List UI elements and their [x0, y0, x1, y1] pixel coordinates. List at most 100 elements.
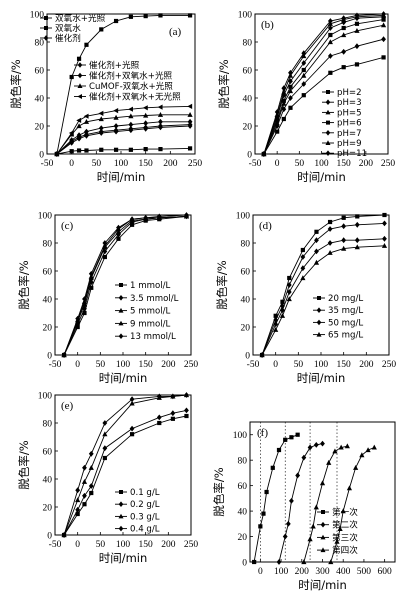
series-7 [54, 103, 193, 157]
data-point [82, 296, 87, 302]
panel-d: -50 0 50 100 150 200 250020406080100时间/min脱色率/… [215, 212, 396, 386]
data-point [341, 215, 346, 220]
data-point [54, 151, 59, 157]
legend-marker [118, 307, 124, 313]
series-2 [61, 407, 189, 538]
data-point [313, 442, 319, 448]
data-point [381, 11, 386, 17]
data-point [158, 13, 163, 18]
legend-label: pH=11 [337, 149, 367, 159]
data-point [285, 520, 291, 527]
data-point [129, 432, 135, 437]
data-point [280, 303, 285, 309]
data-point [98, 110, 104, 116]
y-axis-label: 脱色率/% [9, 59, 23, 108]
data-point [157, 420, 162, 426]
data-point [170, 416, 175, 421]
x-tick-label: -50 [49, 360, 62, 370]
panel-f: 0 100 200 300 400 500 600 0 20 40 60 80 100 时间/min 脱色率… [212, 421, 396, 592]
data-point [283, 437, 288, 442]
panel-c: -50 0 50 100 150 200 250020406080100时间/min脱色率/… [17, 212, 198, 386]
series-line [263, 24, 384, 155]
y-tick-label: 80 [241, 240, 251, 250]
x-tick-label: 50 [295, 159, 305, 169]
legend-label: pH=2 [337, 88, 362, 98]
data-point [301, 559, 307, 565]
data-point [61, 532, 67, 538]
legend-label: 3.5 mmol/L [130, 294, 179, 304]
data-point [128, 121, 134, 128]
data-point [276, 559, 282, 565]
y-tick-label: 20 [241, 324, 251, 334]
series-line [263, 19, 384, 155]
data-point [359, 452, 365, 458]
y-axis-label: 脱色率/% [17, 440, 31, 489]
panel-label: (d) [259, 220, 272, 232]
y-tick-label: 100 [38, 392, 53, 402]
data-point [273, 321, 279, 328]
legend: 20 mg/L 35 mg/L 50 mg/L 65 mg/L [313, 294, 363, 341]
legend-label: 第二次 [332, 519, 358, 531]
legend-label: 第三次 [332, 531, 358, 543]
data-point [289, 498, 294, 504]
data-point [307, 536, 313, 542]
y-tick-label: 20 [243, 123, 253, 133]
legend-marker [326, 120, 330, 125]
data-point [288, 69, 293, 76]
y-tick-label: 80 [43, 240, 53, 250]
y-tick-label: 80 [43, 420, 53, 430]
legend-label: 35 mg/L [328, 306, 363, 316]
data-point [382, 212, 387, 218]
legend-marker [325, 150, 331, 156]
data-point [88, 270, 94, 277]
data-point [142, 105, 148, 111]
data-point [129, 396, 135, 403]
data-point [82, 502, 87, 507]
data-point [327, 18, 333, 24]
x-tick-label: 0 [75, 360, 80, 370]
data-point [129, 216, 135, 223]
data-point [113, 108, 119, 114]
data-point [286, 289, 292, 295]
y-tick-label: 100 [30, 11, 45, 21]
data-point [314, 237, 319, 244]
data-point [346, 485, 353, 491]
x-tick-label: 50 [96, 360, 106, 370]
legend-label: 0.4 g/L [130, 525, 160, 535]
x-tick-label: 150 [139, 159, 154, 169]
data-point [261, 151, 267, 157]
x-tick-label: 600 [378, 567, 393, 577]
data-point [341, 245, 347, 251]
series-3 [259, 235, 387, 358]
data-point [280, 299, 285, 304]
data-point [69, 149, 74, 154]
data-point [81, 479, 88, 484]
series-1 [54, 146, 193, 157]
x-tick-label: 200 [359, 360, 374, 370]
data-point [158, 147, 163, 152]
data-point [281, 98, 286, 103]
data-point [354, 62, 360, 67]
data-point [300, 247, 305, 253]
data-point [89, 285, 94, 290]
x-tick-label: 200 [359, 159, 374, 169]
data-point [354, 43, 360, 50]
legend-label: 1 mmol/L [130, 281, 170, 291]
data-point [156, 393, 162, 400]
data-point [354, 237, 360, 244]
data-point [88, 465, 94, 470]
data-point [156, 213, 162, 220]
data-point [327, 219, 333, 225]
series-line [56, 105, 191, 155]
series-line [303, 445, 348, 563]
data-point [286, 296, 292, 302]
data-point [354, 221, 360, 228]
data-point [102, 431, 108, 437]
data-point [88, 483, 94, 489]
legend-label: 0.3 g/L [130, 512, 160, 522]
data-point [76, 132, 82, 138]
data-point [76, 148, 82, 153]
x-tick-label: 50 [294, 360, 304, 370]
data-point [84, 128, 89, 135]
